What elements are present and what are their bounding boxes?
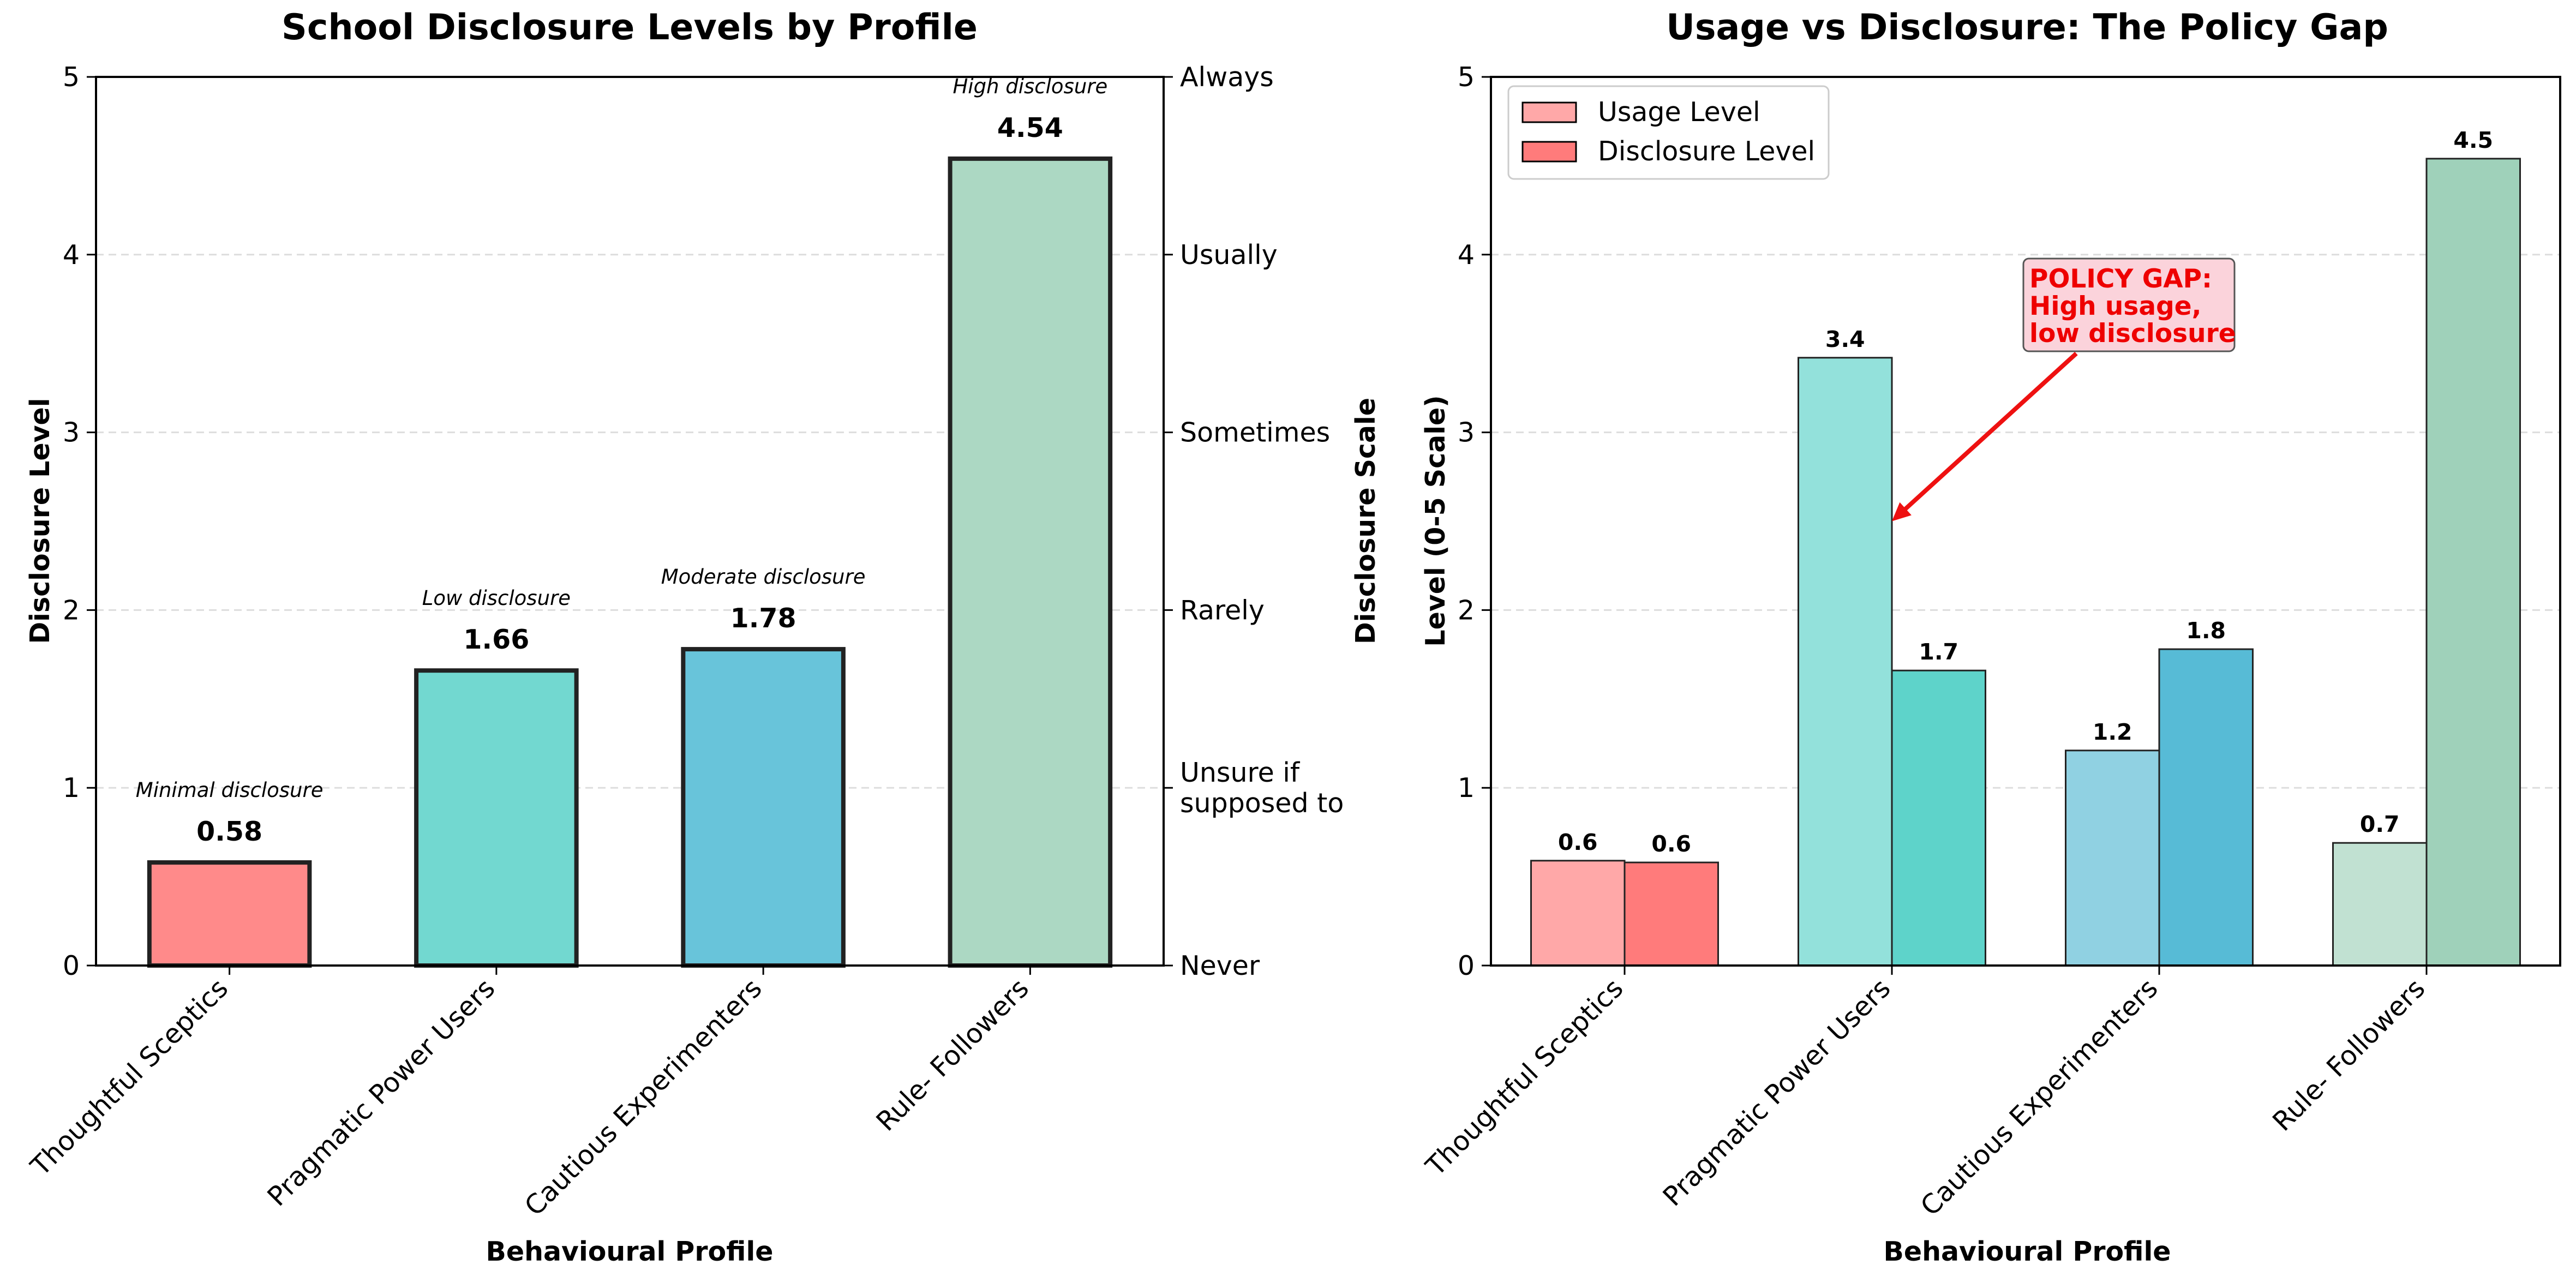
left-y-tick-label: 2 [63, 595, 80, 626]
callout-box [2022, 257, 2236, 352]
value-label: 1.66 [463, 624, 529, 655]
disclosure-annotation: Minimal disclosure [136, 778, 324, 802]
left-chart-title: School Disclosure Levels by Profile [281, 7, 978, 48]
legend-box [1507, 85, 1830, 180]
callout-arrow [1901, 352, 2078, 513]
disclosure-annotation: Moderate disclosure [661, 565, 866, 589]
disclosure-annotation: Low disclosure [422, 586, 571, 610]
right-plot-frame [1490, 76, 2561, 967]
value-label: 4.5 [2453, 127, 2493, 153]
right-y-tick-label: 4 [1458, 239, 1475, 271]
value-label: 0.6 [1651, 831, 1691, 857]
bar-usage-level-pragmatic-power-users [1798, 357, 1893, 967]
right-x-axis-label: Behavioural Profile [1884, 1236, 2171, 1267]
policy-gap-callout: POLICY GAP: High usage, low disclosure [1892, 257, 2236, 521]
left-bars: 0.58 Minimal disclosure 1.66 Low disclosure… [136, 75, 1113, 968]
right-y-tick-label: 2 [1458, 595, 1475, 626]
left-x-axis-label: Behavioural Profile [486, 1236, 774, 1267]
bar-thoughtful-sceptics [147, 860, 312, 968]
left-y-axis: 0 1 2 3 4 5 [63, 62, 96, 981]
left-y-tick-label: 4 [63, 239, 80, 271]
value-label: 1.2 [2093, 719, 2132, 745]
right-axis-tick-label: Always [1180, 62, 1274, 93]
callout-arrow-head [1892, 502, 1912, 521]
legend: Usage Level Disclosure Level [1507, 85, 1830, 180]
bar-disclosure-level-pragmatic-power-users [1891, 669, 1986, 967]
right-y-axis-label: Level (0-5 Scale) [1420, 395, 1451, 646]
right-y-tick-label: 5 [1458, 62, 1475, 93]
left-y-tick-label: 1 [63, 772, 80, 804]
value-label: 1.7 [1919, 639, 1958, 665]
right-y-tick-label: 3 [1458, 417, 1475, 448]
left-gridlines [96, 254, 1164, 789]
callout-text-line-3: low disclosure [2029, 319, 2236, 349]
bar-pragmatic-power-users [414, 668, 579, 968]
bar-usage-level-rule-followers [2332, 842, 2428, 967]
left-y-tick-label: 5 [63, 62, 80, 93]
bar-usage-level-thoughtful-sceptics [1530, 860, 1626, 967]
bar-disclosure-level-cautious-experimenters [2158, 648, 2254, 967]
right-axis-tick-label: Unsure if supposed to [1180, 757, 1344, 819]
value-label: 1.78 [730, 603, 796, 634]
value-label: 0.6 [1558, 829, 1598, 855]
left-y-tick-label: 3 [63, 417, 80, 448]
right-gridlines [1491, 254, 2560, 789]
right-axis-tick-label: Rarely [1180, 595, 1265, 626]
right-bars: 0.6 0.6 3.4 1.7 1.2 1.8 0.7 4.5 [1530, 127, 2521, 967]
value-label: 3.4 [1825, 326, 1865, 352]
value-label: 1.8 [2186, 617, 2226, 644]
bar-usage-level-cautious-experimenters [2065, 750, 2160, 967]
legend-label-disclosure: Disclosure Level [1598, 136, 1815, 167]
value-label: 0.58 [196, 816, 262, 847]
right-axis-tick-label: Sometimes [1180, 417, 1330, 448]
value-label: 4.54 [997, 112, 1063, 143]
legend-swatch-disclosure [1521, 141, 1577, 163]
value-label: 0.7 [2360, 811, 2400, 837]
callout-text-line-2: High usage, [2029, 291, 2201, 321]
right-y-tick-label: 1 [1458, 772, 1475, 804]
left-right-axis-label: Disclosure Scale [1350, 398, 1381, 644]
right-axis-tick-label: Usually [1180, 239, 1278, 271]
right-y-tick-label: 0 [1458, 950, 1475, 981]
left-y-tick-label: 0 [63, 950, 80, 981]
legend-swatch-usage [1521, 101, 1577, 123]
bar-disclosure-level-rule-followers [2425, 158, 2521, 967]
disclosure-annotation: High disclosure [952, 75, 1107, 98]
right-axis-tick-label: Never [1180, 950, 1260, 981]
right-chart-title: Usage vs Disclosure: The Policy Gap [1666, 7, 2388, 48]
bar-disclosure-level-thoughtful-sceptics [1624, 861, 1719, 967]
bar-cautious-experimenters [681, 647, 846, 968]
left-y-axis-label: Disclosure Level [25, 398, 56, 644]
left-right-axis: Never Unsure if supposed to Rarely Sometimes… [1164, 62, 1344, 981]
left-plot-frame [95, 76, 1165, 967]
right-y-axis: 0 1 2 3 4 5 [1458, 62, 1491, 981]
legend-label-usage: Usage Level [1598, 97, 1760, 128]
disclosure-chart: School Disclosure Levels by Profile 0.58… [25, 7, 1381, 1267]
callout-text-line-1: POLICY GAP: [2029, 264, 2212, 294]
bar-rule-followers [948, 156, 1113, 968]
